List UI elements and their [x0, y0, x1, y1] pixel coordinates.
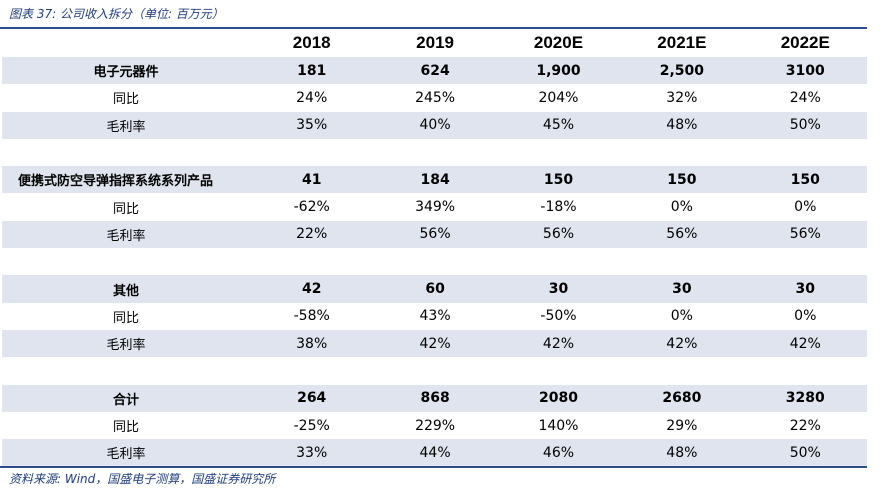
- table-cell: 150: [743, 166, 867, 194]
- table-cell: 24%: [789, 89, 821, 106]
- table-cell: 0%: [794, 199, 817, 216]
- row-label: 毛利率: [2, 439, 250, 467]
- segment-label: 其他: [2, 275, 250, 303]
- table-cell: 30: [496, 275, 621, 303]
- table-row: 合计 264 868 2080 2680 3280: [2, 384, 867, 412]
- table-row: 同比 -25% 229% 140% 29% 22%: [2, 412, 867, 439]
- header-cell: 2018: [292, 33, 331, 52]
- header-cell: 2021E: [657, 33, 707, 52]
- table-row: 毛利率 22% 56% 56% 56% 56%: [2, 220, 867, 249]
- spacer-row: [2, 138, 867, 167]
- table-cell: 32%: [666, 89, 698, 106]
- table-cell: 150: [620, 166, 744, 194]
- revenue-breakdown-table: 2018 2019 2020E 2021E 2022E 电子元器件 181 62…: [2, 29, 867, 467]
- row-label: 同比: [112, 310, 139, 326]
- table-cell: 2,500: [620, 57, 744, 85]
- row-label: 毛利率: [2, 111, 250, 139]
- table-cell: -25%: [293, 417, 330, 434]
- table-cell: 30: [743, 275, 867, 303]
- table-cell: 50%: [743, 111, 867, 139]
- table-cell: 42%: [373, 329, 497, 358]
- spacer-row: [2, 248, 867, 276]
- table-row: 电子元器件 181 624 1,900 2,500 3100: [2, 57, 867, 85]
- table-cell: 35%: [250, 111, 374, 139]
- table-row: 同比 24% 245% 204% 32% 24%: [2, 84, 867, 111]
- table-cell: 56%: [496, 220, 621, 249]
- table-cell: 42%: [496, 329, 621, 358]
- table-cell: 56%: [743, 220, 867, 249]
- table-cell: 349%: [415, 199, 456, 216]
- table-cell: 42: [250, 275, 374, 303]
- table-cell: 41: [250, 166, 374, 194]
- header-cell: 2020E: [533, 33, 584, 52]
- top-rule: [0, 27, 867, 29]
- row-label: 同比: [112, 201, 139, 217]
- table-cell: 60: [373, 275, 497, 303]
- segment-label: 合计: [2, 384, 250, 412]
- table-cell: 204%: [538, 89, 579, 106]
- table-cell: 24%: [296, 89, 328, 106]
- bottom-rule: [0, 466, 867, 468]
- table-cell: 181: [250, 57, 374, 85]
- table-cell: 245%: [415, 89, 456, 106]
- table-cell: 264: [250, 384, 374, 412]
- table-cell: 184: [373, 166, 497, 194]
- table-cell: 624: [373, 57, 497, 85]
- table-cell: 30: [620, 275, 744, 303]
- table-cell: 46%: [496, 439, 621, 467]
- table-cell: -58%: [293, 308, 330, 325]
- table-cell: 868: [373, 384, 497, 412]
- table-row: 同比 -62% 349% -18% 0% 0%: [2, 193, 867, 220]
- table-cell: 2680: [620, 384, 744, 412]
- table-row: 其他 42 60 30 30 30: [2, 275, 867, 303]
- spacer-row: [2, 357, 867, 385]
- table-cell: 140%: [538, 417, 579, 434]
- table-cell: 150: [496, 166, 621, 194]
- table-cell: 3100: [743, 57, 867, 85]
- table-cell: 22%: [250, 220, 374, 249]
- table-cell: 29%: [666, 417, 698, 434]
- table-cell: 42%: [620, 329, 744, 358]
- table-cell: 229%: [415, 417, 456, 434]
- table-row: 毛利率 35% 40% 45% 48% 50%: [2, 111, 867, 139]
- source-note: 资料来源: Wind，国盛电子测算，国盛证券研究所: [9, 472, 276, 486]
- table-cell: 45%: [496, 111, 621, 139]
- table-cell: 43%: [419, 308, 451, 325]
- table-cell: 56%: [373, 220, 497, 249]
- table-cell: 38%: [250, 329, 374, 358]
- header-cell: [2, 29, 250, 57]
- table-cell: 33%: [250, 439, 374, 467]
- table-row: 毛利率 38% 42% 42% 42% 42%: [2, 329, 867, 358]
- table-cell: 48%: [620, 439, 744, 467]
- table-cell: 48%: [620, 111, 744, 139]
- table-cell: 56%: [620, 220, 744, 249]
- table-cell: 50%: [743, 439, 867, 467]
- table-cell: -18%: [540, 199, 577, 216]
- row-label: 同比: [112, 92, 139, 108]
- row-label: 毛利率: [2, 220, 250, 249]
- table-cell: 0%: [670, 308, 693, 325]
- table-cell: -62%: [293, 199, 330, 216]
- header-cell: 2019: [416, 33, 454, 52]
- table-row: 便携式防空导弹指挥系统系列产品 41 184 150 150 150: [2, 166, 867, 194]
- header-row: 2018 2019 2020E 2021E 2022E: [2, 29, 867, 57]
- table-cell: 2080: [496, 384, 621, 412]
- table-row: 同比 -58% 43% -50% 0% 0%: [2, 303, 867, 330]
- table-cell: 22%: [789, 417, 821, 434]
- table-cell: 3280: [743, 384, 867, 412]
- row-label: 毛利率: [2, 329, 250, 358]
- table-cell: 0%: [670, 199, 693, 216]
- table-cell: 40%: [373, 111, 497, 139]
- table-cell: -50%: [540, 308, 577, 325]
- table-row: 毛利率 33% 44% 46% 48% 50%: [2, 439, 867, 467]
- segment-label: 电子元器件: [2, 57, 250, 85]
- table-cell: 42%: [743, 329, 867, 358]
- header-cell: 2022E: [780, 33, 830, 52]
- table-cell: 0%: [794, 308, 817, 325]
- figure-title: 图表 37: 公司收入拆分（单位: 百万元）: [9, 7, 224, 21]
- row-label: 同比: [112, 420, 139, 435]
- table-cell: 44%: [373, 439, 497, 467]
- table-cell: 1,900: [496, 57, 621, 85]
- segment-label: 便携式防空导弹指挥系统系列产品: [2, 166, 250, 194]
